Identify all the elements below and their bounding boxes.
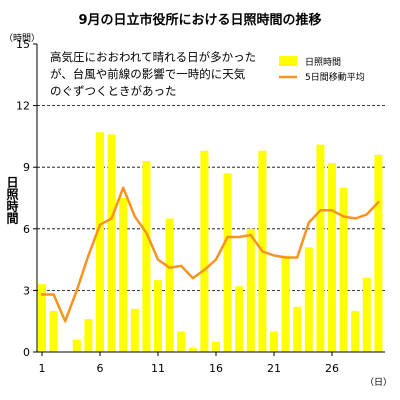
bar-day-26 [328, 163, 336, 352]
gridlines [37, 105, 385, 291]
line-series [40, 186, 380, 323]
bar-day-24 [304, 247, 313, 352]
legend-label-moving-average: 5日間移動平均 [305, 71, 365, 83]
chart-title: 9月の日立市役所における日照時間の推移 [78, 12, 321, 28]
annotation-line-2: が、台風や前線の影響で一時的に天気 [50, 67, 246, 81]
legend-swatch-sunshine [279, 56, 297, 66]
moving-average-line [40, 186, 380, 323]
bar-day-4 [72, 339, 81, 352]
x-axis-unit: （日） [365, 377, 392, 388]
y-tick-label-15: 15 [16, 38, 30, 51]
bar-day-22 [281, 255, 290, 352]
bar-day-30 [374, 154, 383, 352]
x-tick-label-11: 11 [151, 362, 165, 375]
bar-day-5 [84, 319, 93, 352]
bar-day-8 [119, 198, 128, 352]
bar-day-13 [177, 331, 186, 352]
y-tick-label-12: 12 [16, 100, 30, 113]
bar-day-2 [49, 310, 58, 352]
bar-day-27 [339, 187, 348, 352]
x-tick-label-1: 1 [39, 362, 46, 375]
y-tick-label-3: 3 [23, 284, 30, 297]
bar-day-9 [130, 308, 139, 352]
axes [33, 43, 385, 356]
annotation-line-1: 高気圧におおわれて晴れる日が多かった [50, 50, 256, 64]
bar-day-29 [362, 278, 371, 352]
x-tick-label-26: 26 [325, 362, 339, 375]
legend: 日照時間 5日間移動平均 [279, 56, 365, 83]
bar-day-10 [142, 161, 151, 352]
bar-day-18 [235, 286, 244, 352]
y-tick-label-6: 6 [23, 223, 30, 236]
bar-day-15 [200, 150, 209, 352]
x-tick-label-6: 6 [97, 362, 104, 375]
bar-day-28 [351, 310, 360, 352]
bar-day-23 [293, 306, 302, 352]
bar-day-12 [165, 218, 174, 352]
bar-series [38, 132, 383, 352]
legend-label-sunshine: 日照時間 [305, 57, 341, 68]
y-axis-unit: （時間） [4, 33, 40, 44]
bar-day-14 [188, 347, 197, 352]
bar-day-21 [270, 331, 278, 352]
x-tick-label-21: 21 [267, 362, 281, 375]
annotation-line-3: のぐずつくときがあった [50, 84, 177, 98]
bar-day-7 [107, 134, 116, 352]
bar-day-1 [38, 284, 46, 352]
bar-day-17 [223, 173, 232, 352]
bar-day-6 [96, 132, 104, 352]
annotation: 高気圧におおわれて晴れる日が多かった が、台風や前線の影響で一時的に天気 のぐず… [50, 50, 256, 98]
y-tick-label-0: 0 [23, 346, 30, 359]
bar-day-16 [212, 341, 220, 352]
x-tick-label-16: 16 [209, 362, 223, 375]
bar-day-25 [316, 144, 325, 352]
bar-day-19 [246, 228, 255, 352]
y-axis-label: 日照時間 [5, 176, 19, 224]
x-tick-labels: 1 6 11 16 21 26 [39, 362, 340, 375]
y-tick-label-9: 9 [23, 161, 30, 174]
bar-day-11 [154, 280, 162, 352]
y-tick-labels: 0 3 6 9 12 15 [16, 38, 30, 359]
